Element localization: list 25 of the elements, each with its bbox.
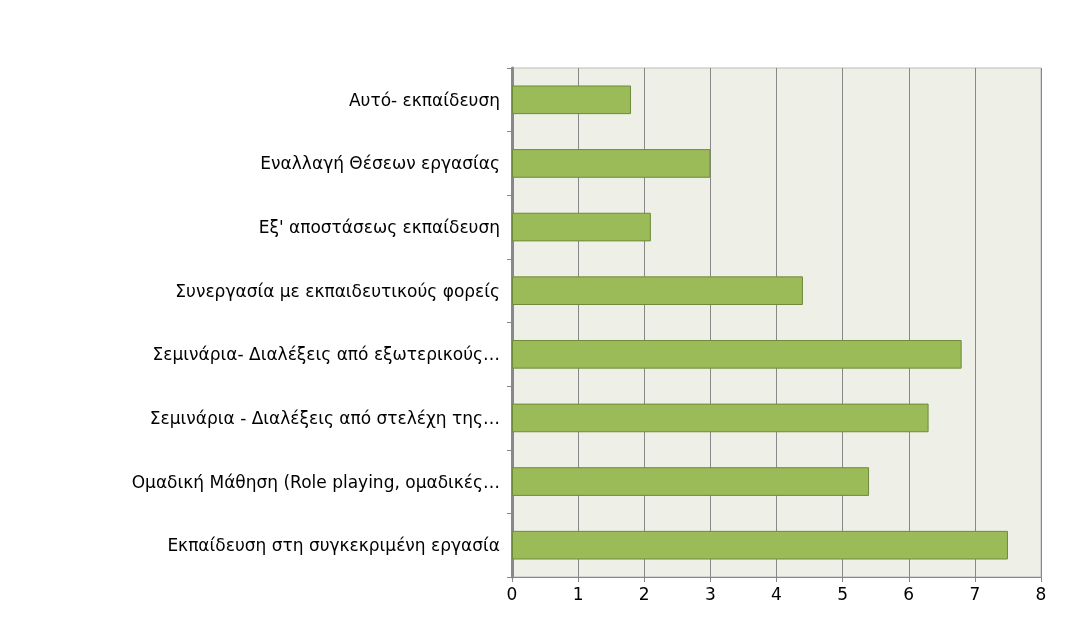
bar: [512, 530, 1008, 560]
y-tick-label: Εξ' αποστάσεως εκπαίδευση: [258, 217, 500, 238]
bar: [512, 149, 711, 178]
y-tick-label: Εκπαίδευση στη συγκεκριμένη εργασία: [167, 535, 500, 556]
bar: [512, 212, 651, 242]
y-tick-label: Ομαδική Μάθηση (Role playing, ομαδικές…: [131, 471, 500, 492]
y-tick-label: Συνεργασία με εκπαιδευτικούς φορείς: [175, 280, 500, 301]
x-tick-label: 7: [969, 583, 981, 604]
x-tick-label: 2: [638, 583, 650, 604]
x-tick-label: 5: [837, 583, 849, 604]
y-tick-label: Σεμινάρια- Διαλέξεις από εξωτερικούς…: [152, 344, 500, 365]
x-tick-label: 8: [1035, 583, 1047, 604]
bar: [512, 403, 929, 433]
bar: [512, 85, 632, 115]
x-tick-label: 3: [704, 583, 716, 604]
x-tick-label: 1: [572, 583, 584, 604]
bar: [512, 276, 803, 305]
x-tick-label: 6: [903, 583, 915, 604]
bar: [512, 340, 962, 369]
bar: [512, 467, 870, 496]
x-tick-label: 4: [771, 583, 782, 604]
y-tick-label: Σεμινάρια - Διαλέξεις από στελέχη της…: [149, 407, 500, 428]
y-tick-label: Εναλλαγή Θέσεων εργασίας: [260, 153, 500, 174]
y-tick-label: Αυτό- εκπαίδευση: [348, 89, 500, 110]
x-tick-label: 0: [506, 583, 518, 604]
